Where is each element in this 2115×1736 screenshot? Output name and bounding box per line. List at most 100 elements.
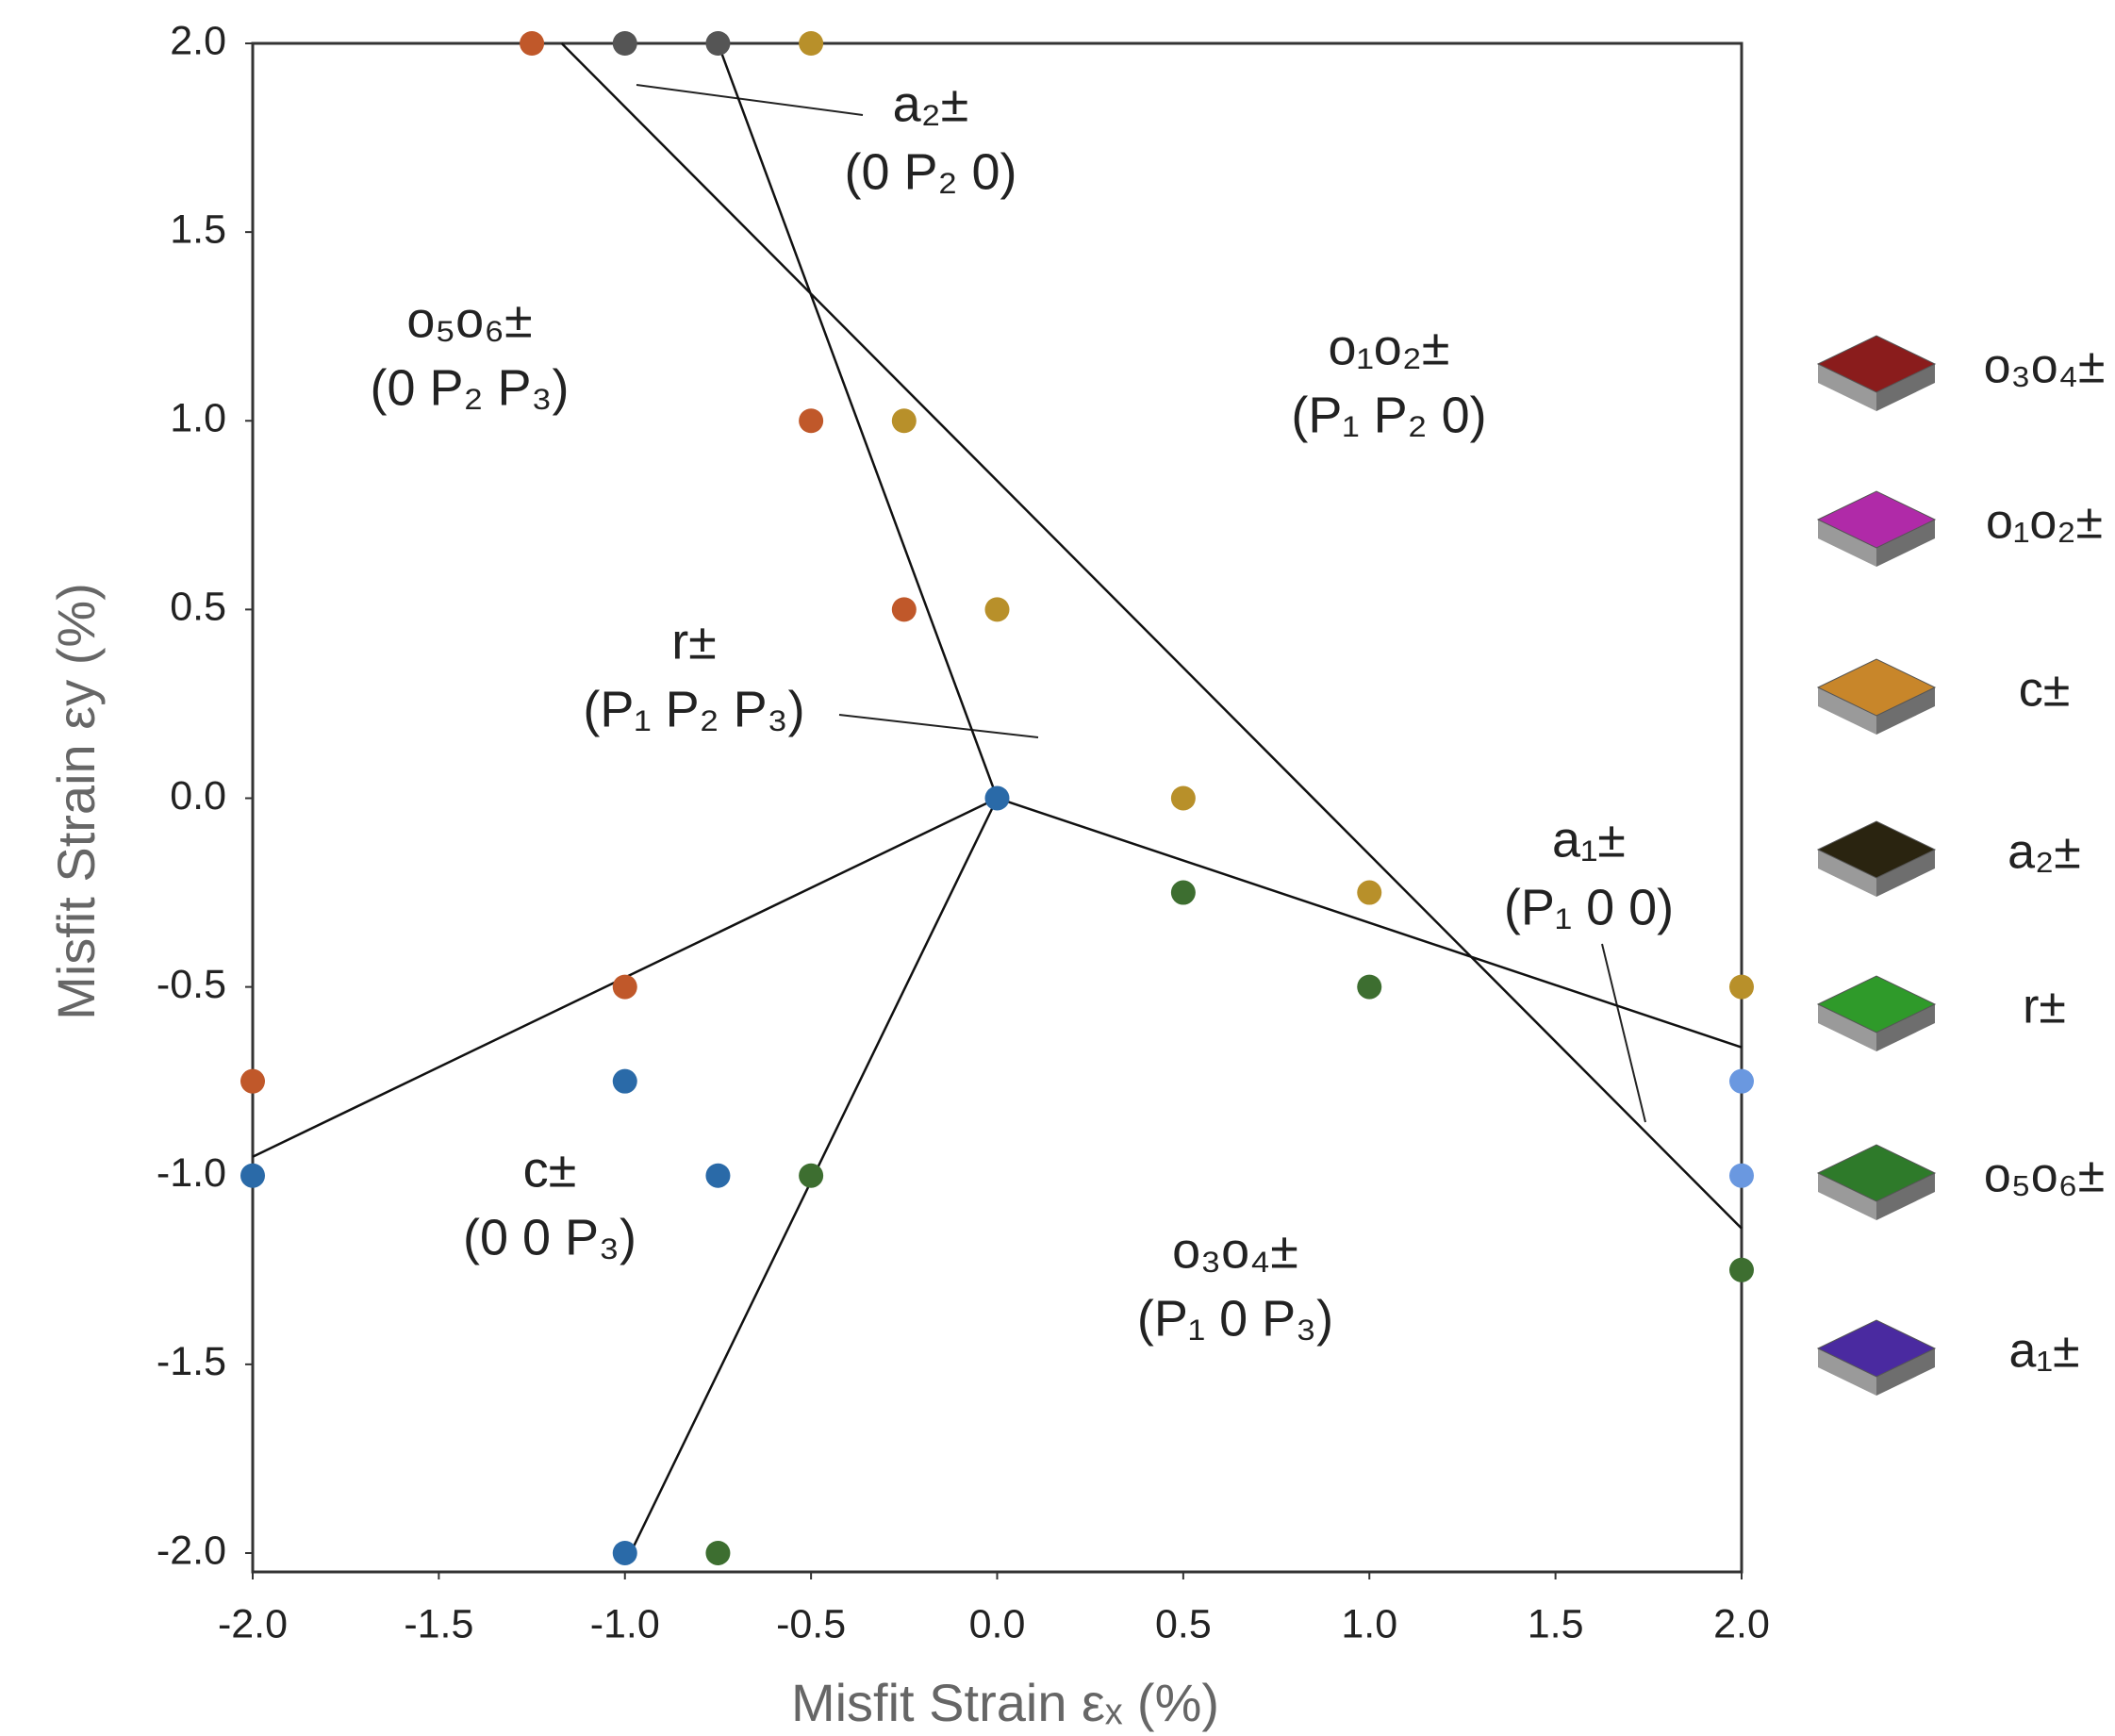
block-side	[1876, 1173, 1935, 1220]
x-tick-label: -1.5	[404, 1601, 473, 1646]
y-tick-label: -2.0	[157, 1528, 226, 1573]
data-point	[1357, 880, 1382, 905]
block-top	[1816, 820, 1937, 879]
data-point	[1170, 785, 1196, 811]
legend-icon	[1816, 658, 1937, 735]
phase-boundary	[717, 42, 999, 799]
legend-icon	[1816, 820, 1937, 897]
x-tick-label: 0.5	[1155, 1601, 1212, 1646]
block-side	[1876, 850, 1935, 897]
region-label: (P₁ P₂ P₃)	[583, 681, 804, 737]
block-side	[1818, 687, 1876, 735]
x-tick-label: -0.5	[776, 1601, 846, 1646]
data-point	[1357, 974, 1382, 1000]
leader-line	[636, 84, 864, 116]
data-point	[612, 1068, 637, 1094]
block-side	[1876, 520, 1935, 567]
y-axis-label: Misfit Strain εy (%)	[46, 583, 106, 1020]
data-point	[891, 597, 917, 622]
legend-label: c±	[2019, 663, 2071, 718]
block-top	[1816, 1319, 1937, 1378]
data-point	[984, 785, 1010, 811]
x-tick-label: -2.0	[218, 1601, 288, 1646]
y-tick-label: 0.5	[170, 585, 226, 630]
data-point	[799, 1163, 824, 1188]
legend-icon	[1816, 975, 1937, 1051]
legend-icon	[1816, 335, 1937, 411]
region-label: (P₁ P₂ 0)	[1291, 387, 1486, 443]
region-label: (P₁ 0 0)	[1504, 879, 1674, 935]
block-side	[1876, 1004, 1935, 1051]
x-tick-label: 0.0	[969, 1601, 1026, 1646]
data-point	[984, 597, 1010, 622]
data-point	[1729, 1068, 1754, 1094]
block-top	[1816, 490, 1937, 549]
region-label: (0 P₂ P₃)	[371, 359, 570, 416]
block-side	[1818, 520, 1876, 567]
data-point	[240, 1068, 265, 1094]
data-point	[1729, 974, 1754, 1000]
leader-line	[838, 714, 1039, 738]
y-tick-label: 1.0	[170, 396, 226, 441]
data-point	[612, 31, 637, 56]
data-point	[705, 31, 731, 56]
region-label: o₅o₆±	[406, 291, 532, 348]
legend-label: r±	[2023, 980, 2066, 1034]
x-tick-label: 1.5	[1528, 1601, 1584, 1646]
region-label: (P₁ 0 P₃)	[1137, 1290, 1333, 1347]
y-tick-label: 2.0	[170, 18, 226, 63]
region-label: (0 0 P₃)	[463, 1209, 636, 1265]
y-tick-label: -1.5	[157, 1339, 226, 1384]
region-label: a₁±	[1552, 811, 1626, 868]
region-label: o₁o₂±	[1329, 319, 1450, 375]
block-side	[1818, 364, 1876, 411]
block-side	[1876, 364, 1935, 411]
legend-icon	[1816, 1319, 1937, 1396]
data-point	[705, 1163, 731, 1188]
legend-label: a₂±	[2008, 825, 2081, 880]
x-tick-label: 2.0	[1713, 1601, 1770, 1646]
legend-label: a₁±	[2008, 1324, 2079, 1379]
block-side	[1876, 1348, 1935, 1396]
data-point	[1170, 880, 1196, 905]
data-point	[705, 1540, 731, 1565]
block-side	[1818, 1348, 1876, 1396]
data-point	[612, 974, 637, 1000]
region-label: r±	[671, 613, 717, 670]
data-point	[799, 408, 824, 434]
y-tick-label: -0.5	[157, 962, 226, 1007]
phase-boundary	[997, 797, 1743, 1049]
block-side	[1818, 1173, 1876, 1220]
region-label: (0 P₂ 0)	[844, 143, 1016, 200]
x-tick-label: -1.0	[590, 1601, 660, 1646]
data-point	[520, 31, 545, 56]
region-label: o₃o₄±	[1172, 1222, 1298, 1279]
phase-boundary	[560, 42, 1743, 1230]
legend-label: o₅o₆±	[1984, 1149, 2105, 1203]
data-point	[799, 31, 824, 56]
legend-label: o₁o₂±	[1986, 495, 2103, 550]
data-point	[612, 1540, 637, 1565]
y-tick-label: 1.5	[170, 207, 226, 252]
region-label: c±	[523, 1141, 577, 1198]
region-label: a₂±	[893, 75, 969, 132]
y-tick-label: -1.0	[157, 1150, 226, 1196]
block-top	[1816, 1144, 1937, 1202]
legend-icon	[1816, 490, 1937, 567]
block-side	[1876, 687, 1935, 735]
x-axis-label: Misfit Strain εₓ (%)	[791, 1673, 1219, 1732]
leader-line	[1601, 943, 1646, 1123]
data-point	[1729, 1163, 1754, 1188]
block-side	[1818, 850, 1876, 897]
legend-icon	[1816, 1144, 1937, 1220]
block-side	[1818, 1004, 1876, 1051]
legend-label: o₃o₄±	[1984, 339, 2106, 394]
data-point	[240, 1163, 265, 1188]
block-top	[1816, 335, 1937, 393]
y-tick-label: 0.0	[170, 773, 226, 818]
data-point	[891, 408, 917, 434]
x-tick-label: 1.0	[1341, 1601, 1397, 1646]
block-top	[1816, 975, 1937, 1033]
data-point	[1729, 1257, 1754, 1282]
